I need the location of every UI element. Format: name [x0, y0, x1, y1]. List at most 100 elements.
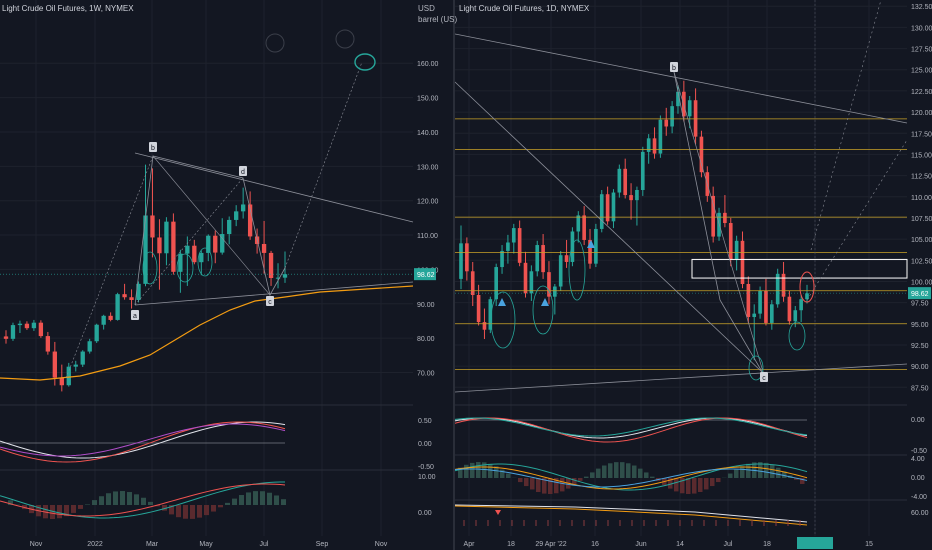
- osc2-histogram-bar: [740, 466, 745, 478]
- y-tick-label: 117.50: [911, 131, 932, 138]
- osc2-histogram-bar: [183, 505, 188, 519]
- candle-body: [640, 151, 645, 190]
- y-tick-label: 125.00: [911, 68, 932, 75]
- osc2-histogram-bar: [92, 500, 97, 505]
- y-tick-label: 130.00: [911, 25, 932, 32]
- candle-body: [523, 262, 528, 294]
- candle-body: [570, 231, 575, 262]
- y-tick-label: 140.00: [417, 130, 439, 137]
- candle-body: [658, 119, 663, 154]
- candle-body: [488, 299, 493, 330]
- osc2-histogram-bar: [190, 505, 195, 519]
- osc2-histogram-bar: [608, 463, 613, 478]
- candle-body: [746, 283, 751, 318]
- osc2-histogram-bar: [782, 471, 787, 478]
- candle-body: [500, 250, 504, 268]
- candle-body: [670, 106, 674, 127]
- projection-dashed-right-2: [810, 0, 882, 251]
- wave-ellipse: [568, 239, 586, 301]
- y-tick-label: 105.00: [911, 237, 932, 244]
- candle-body: [101, 315, 106, 325]
- osc2-histogram-bar: [106, 493, 111, 505]
- target-circle-1: [265, 33, 285, 53]
- candle-body: [234, 211, 239, 220]
- candle-body: [66, 366, 71, 386]
- candle-body: [157, 237, 162, 254]
- wave-label-box: [149, 142, 157, 152]
- wave-label-box: [760, 372, 768, 382]
- candle-body: [17, 323, 23, 326]
- osc1-axis-label: 0.50: [418, 418, 432, 425]
- y-tick-label: 90.00: [911, 364, 929, 371]
- uptrend-support-line: [455, 363, 908, 393]
- y-tick-label: 120.00: [417, 199, 439, 206]
- y-tick-label: 112.50: [911, 174, 932, 181]
- osc3-line-1: [455, 504, 808, 523]
- osc1-signal-line: [0, 421, 286, 459]
- daily-chart-panel: 87.50 90.00 92.50 95.00 97.50 100.00 102.50 105…: [455, 0, 932, 549]
- candle-body: [781, 273, 786, 297]
- candle-body: [143, 215, 148, 284]
- osc2-histogram-bar: [141, 497, 146, 505]
- candle-body: [470, 271, 475, 295]
- osc2-histogram-bar: [232, 498, 237, 505]
- osc2-histogram-bar: [197, 505, 202, 518]
- date-tag-box: [797, 537, 833, 549]
- wave-path-right: [673, 71, 765, 376]
- wave-ellipse: [176, 253, 194, 283]
- left-unit-barrel: barrel (US): [418, 15, 458, 24]
- osc2-histogram-bar: [176, 505, 181, 518]
- candle-body: [482, 322, 487, 330]
- wave-label: b: [672, 65, 676, 72]
- candle-body: [459, 243, 463, 279]
- panel-divider[interactable]: [453, 0, 455, 550]
- wave-label-box: [131, 310, 139, 320]
- osc2-histogram-bar: [267, 492, 272, 505]
- osc2-histogram-bar: [746, 463, 751, 478]
- osc1-fast-line: [455, 417, 808, 437]
- candle-body: [740, 240, 745, 284]
- candle-body: [171, 221, 176, 272]
- candle-body: [799, 299, 803, 311]
- osc1-axis-label: 0.00: [418, 441, 432, 448]
- candle-body: [617, 168, 622, 193]
- candle-body: [220, 234, 225, 253]
- x-tick-label: 18: [507, 541, 515, 548]
- wave-b-c-line: [673, 71, 765, 376]
- projection-dashed: [284, 61, 363, 269]
- osc2-histogram-bar: [246, 492, 251, 505]
- osc2-histogram-bar: [225, 502, 230, 505]
- osc2-histogram-bar: [536, 478, 541, 493]
- osc2-histogram-bar: [638, 468, 643, 478]
- candle-body: [775, 273, 780, 305]
- osc2-histogram-bar: [590, 472, 595, 478]
- candle-body: [178, 253, 183, 272]
- osc3-axis-label: 60.00: [911, 510, 929, 517]
- right-chart-title: Light Crude Oil Futures, 1D, NYMEX: [459, 4, 590, 13]
- y-tick-label: 160.00: [417, 61, 439, 68]
- wave-ellipse: [490, 291, 516, 349]
- price-tag-text: 98.62: [911, 291, 929, 298]
- osc1-axis-label: -0.50: [418, 464, 434, 471]
- osc2-histogram-bar: [626, 463, 631, 478]
- osc2-histogram-bar: [64, 505, 69, 517]
- osc2-histogram-bar: [155, 505, 160, 507]
- candle-body: [185, 245, 190, 254]
- candle-body: [535, 245, 540, 272]
- osc2-histogram-bar: [494, 466, 499, 478]
- osc2-histogram-bar: [716, 478, 721, 483]
- wave-label: c: [762, 375, 766, 382]
- x-tick-label: 16: [591, 541, 599, 548]
- wave-label: b: [151, 145, 155, 152]
- wave-label: a: [133, 313, 137, 320]
- candle-body: [787, 296, 792, 322]
- candle-body: [564, 255, 569, 262]
- y-tick-label: 97.50: [911, 301, 929, 308]
- candle-body: [465, 243, 469, 272]
- candle-body: [769, 304, 774, 323]
- price-tag-box: [908, 287, 931, 300]
- osc2-histogram-bar: [253, 491, 258, 505]
- candle-body: [506, 242, 510, 251]
- candle-body: [558, 255, 563, 287]
